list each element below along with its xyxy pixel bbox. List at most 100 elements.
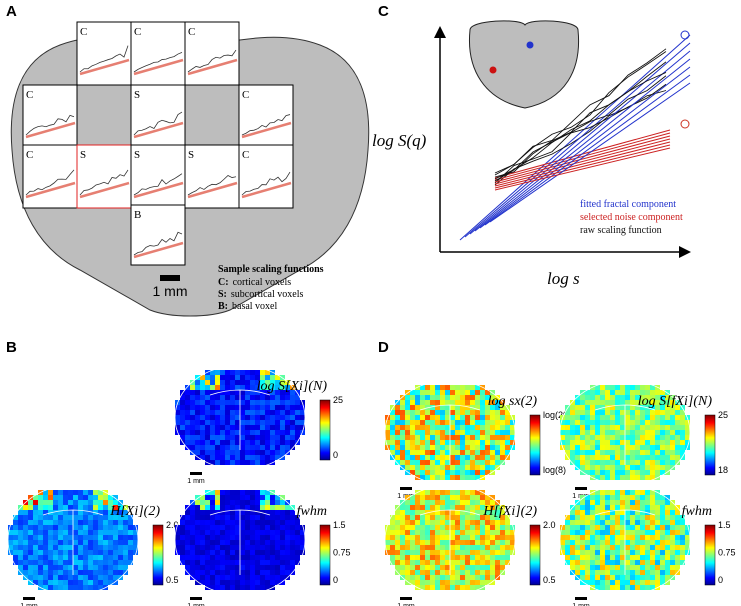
heat-cell	[585, 405, 590, 410]
map-title: log S[fXi](N)	[638, 394, 713, 409]
heat-cell	[220, 530, 225, 535]
heat-cell	[475, 530, 480, 535]
heat-cell	[615, 410, 620, 415]
heat-cell	[660, 535, 665, 540]
heat-cell	[435, 425, 440, 430]
heat-cell	[395, 450, 400, 455]
heat-cell	[185, 445, 190, 450]
heat-cell	[425, 495, 430, 500]
heat-cell	[235, 460, 240, 465]
heat-cell	[440, 535, 445, 540]
heat-cell	[625, 420, 630, 425]
heat-cell	[425, 395, 430, 400]
heat-cell	[73, 515, 78, 520]
heat-cell	[23, 530, 28, 535]
heat-cell	[73, 530, 78, 535]
heat-cell	[430, 490, 435, 495]
heat-cell	[640, 470, 645, 475]
heat-cell	[495, 545, 500, 550]
heat-cell	[430, 525, 435, 530]
heat-cell	[230, 520, 235, 525]
heat-cell	[200, 535, 205, 540]
colorbar-tick: 0.75	[718, 548, 736, 558]
heat-cell	[570, 415, 575, 420]
heat-cell	[500, 450, 505, 455]
heat-cell	[495, 450, 500, 455]
heat-cell	[425, 420, 430, 425]
heat-cell	[285, 505, 290, 510]
heat-cell	[230, 430, 235, 435]
heat-cell	[435, 505, 440, 510]
heat-cell	[245, 500, 250, 505]
heat-cell	[98, 570, 103, 575]
heat-cell	[255, 545, 260, 550]
heat-cell	[68, 545, 73, 550]
heat-cell	[600, 520, 605, 525]
heat-cell	[445, 415, 450, 420]
heat-cell	[630, 385, 635, 390]
heat-cell	[660, 445, 665, 450]
heat-cell	[250, 420, 255, 425]
heat-cell	[290, 555, 295, 560]
heat-cell	[475, 495, 480, 500]
heat-cell	[465, 565, 470, 570]
heat-cell	[580, 435, 585, 440]
heat-cell	[215, 520, 220, 525]
heat-cell	[53, 495, 58, 500]
heat-cell	[600, 430, 605, 435]
heat-cell	[68, 575, 73, 580]
heat-cell	[205, 570, 210, 575]
heat-cell	[405, 435, 410, 440]
heat-cell	[290, 445, 295, 450]
heat-cell	[680, 555, 685, 560]
heat-cell	[460, 470, 465, 475]
heat-cell	[565, 535, 570, 540]
heat-cell	[230, 455, 235, 460]
heat-cell	[575, 405, 580, 410]
heat-cell	[480, 545, 485, 550]
heat-cell	[435, 545, 440, 550]
heat-cell	[295, 430, 300, 435]
heat-cell	[450, 465, 455, 470]
heat-cell	[655, 560, 660, 565]
heat-cell	[220, 455, 225, 460]
heat-cell	[630, 515, 635, 520]
heat-cell	[395, 415, 400, 420]
heat-cell	[185, 420, 190, 425]
heat-cell	[510, 535, 515, 540]
heat-cell	[108, 565, 113, 570]
heat-cell	[225, 515, 230, 520]
heat-cell	[595, 455, 600, 460]
heat-cell	[570, 540, 575, 545]
heat-cell	[265, 530, 270, 535]
heat-cell	[280, 565, 285, 570]
heat-cell	[98, 560, 103, 565]
heat-cell	[620, 535, 625, 540]
heat-cell	[285, 425, 290, 430]
heat-cell	[220, 550, 225, 555]
heat-cell	[63, 565, 68, 570]
heat-cell	[465, 505, 470, 510]
heat-cell	[565, 420, 570, 425]
heat-cell	[255, 555, 260, 560]
heat-cell	[470, 435, 475, 440]
heat-cell	[610, 420, 615, 425]
heat-cell	[445, 510, 450, 515]
heat-cell	[470, 580, 475, 585]
heat-cell	[230, 420, 235, 425]
heat-cell	[235, 425, 240, 430]
heat-cell	[595, 560, 600, 565]
heat-cell	[93, 530, 98, 535]
heat-cell	[480, 495, 485, 500]
heat-cell	[295, 525, 300, 530]
heat-cell	[650, 575, 655, 580]
heat-cell	[68, 555, 73, 560]
heat-cell	[610, 505, 615, 510]
heat-cell	[630, 420, 635, 425]
heat-cell	[655, 410, 660, 415]
heat-cell	[185, 550, 190, 555]
heat-cell	[53, 490, 58, 495]
heat-cell	[265, 415, 270, 420]
heat-cell	[260, 425, 265, 430]
heat-cell	[205, 390, 210, 395]
